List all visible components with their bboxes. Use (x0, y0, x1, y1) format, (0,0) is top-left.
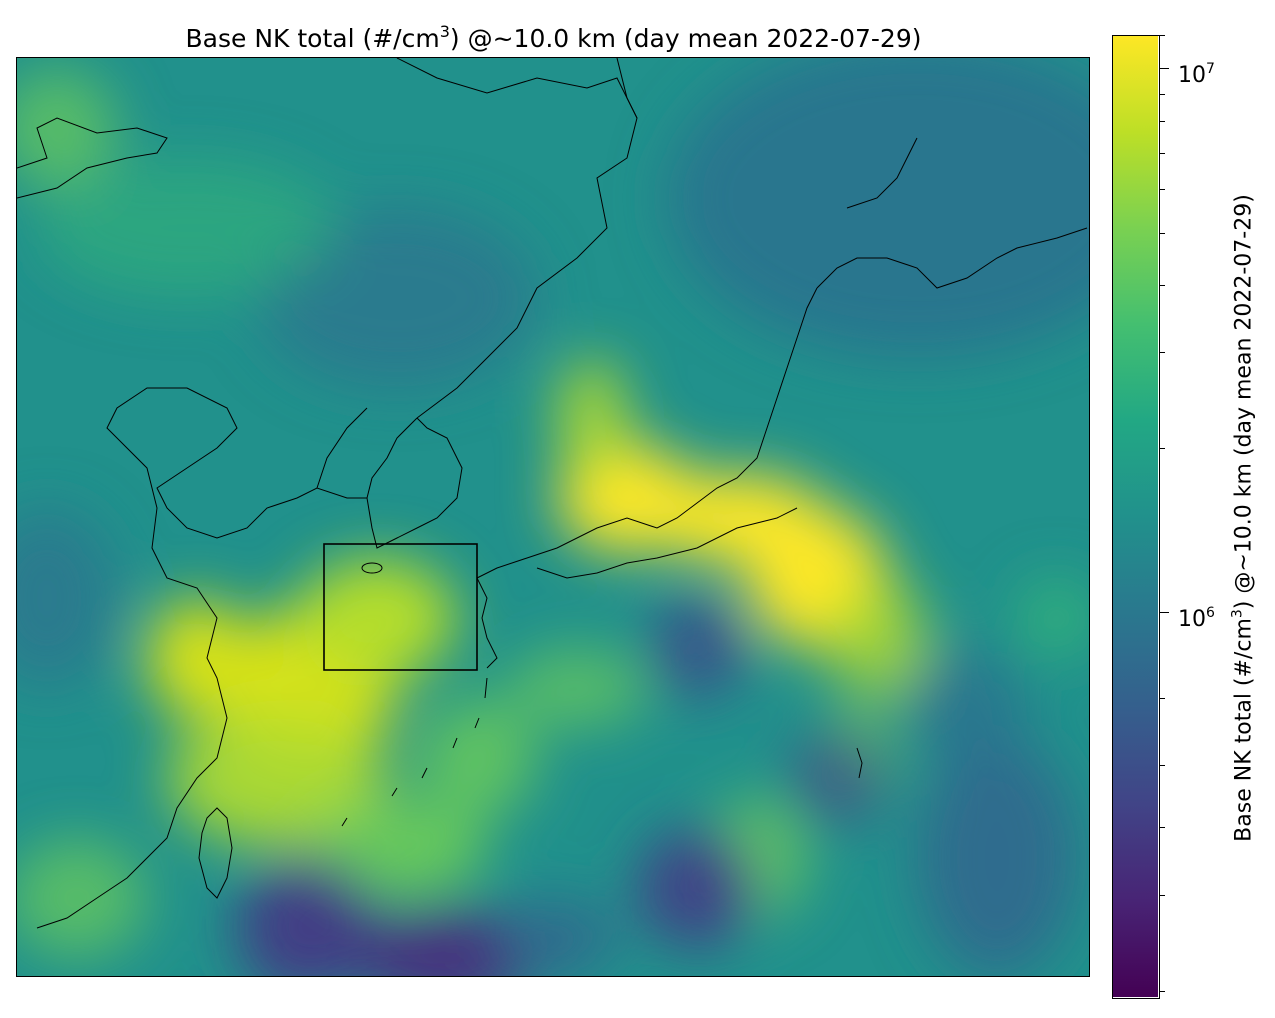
colorbar-minor-tick (1160, 285, 1165, 286)
concentration-field (17, 58, 1089, 976)
colorbar-minor-tick (1160, 448, 1165, 449)
colorbar-ticks (1160, 35, 1170, 999)
map-panel (16, 57, 1090, 977)
highlight-box (323, 543, 478, 671)
colorbar-gradient (1113, 36, 1158, 997)
colorbar (1112, 35, 1160, 999)
colorbar-minor-tick (1160, 895, 1165, 896)
colorbar-minor-tick (1160, 698, 1165, 699)
colorbar-minor-tick (1160, 153, 1165, 154)
colorbar-tick-1e7 (1160, 68, 1169, 69)
concentration-map (17, 58, 1089, 976)
colorbar-tick-1e6 (1160, 612, 1169, 613)
colorbar-tick-label-1e7: 107 (1178, 61, 1215, 88)
colorbar-minor-tick (1160, 121, 1165, 122)
colorbar-minor-tick (1160, 35, 1165, 36)
colorbar-minor-tick (1160, 94, 1165, 95)
plot-title: Base NK total (#/cm3) @~10.0 km (day mea… (185, 22, 922, 53)
colorbar-tick-label-1e6: 106 (1178, 605, 1215, 632)
colorbar-minor-tick (1160, 233, 1165, 234)
colorbar-minor-tick (1160, 352, 1165, 353)
coastlines (17, 58, 1088, 929)
colorbar-minor-tick (1160, 765, 1165, 766)
colorbar-label: Base NK total (#/cm3) @~10.0 km (day mea… (1229, 194, 1257, 842)
colorbar-minor-tick (1160, 991, 1165, 992)
colorbar-minor-tick (1160, 827, 1165, 828)
colorbar-minor-tick (1160, 189, 1165, 190)
